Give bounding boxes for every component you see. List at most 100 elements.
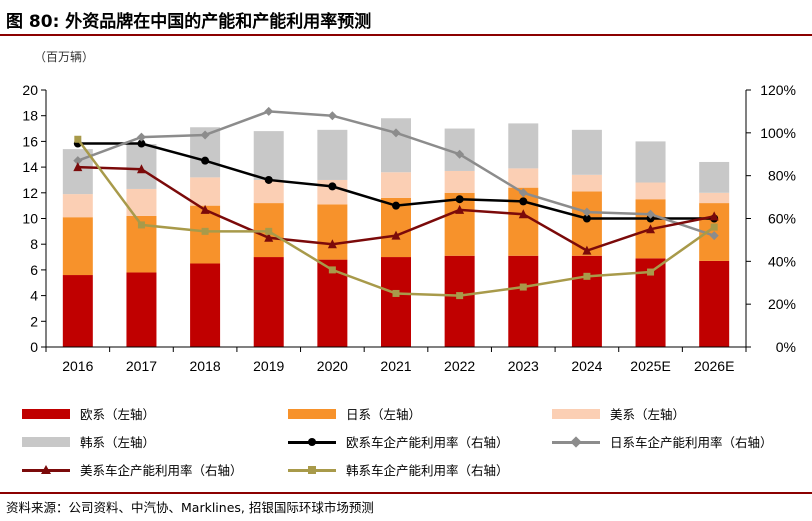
bar-us-2024 xyxy=(571,174,602,192)
legend-label-jp: 日系（左轴） xyxy=(346,407,422,422)
point-us_util-2021 xyxy=(391,230,401,240)
legend-item-eu-util: 欧系车企产能利用率（右轴） xyxy=(288,432,509,451)
unit-label: （百万辆） xyxy=(34,50,95,64)
bar-us-2016 xyxy=(62,194,93,218)
point-us_util-2025E xyxy=(646,224,656,234)
point-us_util-2018 xyxy=(200,204,210,214)
bar-us-2025E xyxy=(635,182,666,200)
left-tick-label: 0 xyxy=(30,339,38,355)
legend-label-eu: 欧系（左轴） xyxy=(80,407,156,422)
figure-title: 图 80: 外资品牌在中国的产能和产能利用率预测 xyxy=(6,12,372,32)
bar-jp-2016 xyxy=(62,217,93,276)
legend-item-us-util: 美系车企产能利用率（右轴） xyxy=(22,460,243,479)
legend-swatch-eu xyxy=(22,408,70,419)
x-tick-label: 2023 xyxy=(508,358,539,374)
x-tick-label: 2020 xyxy=(317,358,348,374)
legend-swatch-jp xyxy=(288,408,336,419)
point-jp_util-2025E xyxy=(646,209,656,219)
left-tick-label: 20 xyxy=(22,82,38,98)
x-tick-label: 2024 xyxy=(571,358,602,374)
point-us_util-2023 xyxy=(518,209,528,219)
legend-label-kr: 韩系（左轴） xyxy=(80,435,156,450)
title-bar: 图 80: 外资品牌在中国的产能和产能利用率预测 xyxy=(0,0,812,36)
point-us_util-2026E xyxy=(709,211,719,221)
legend-label-kr-util: 韩系车企产能利用率（右轴） xyxy=(346,463,509,478)
x-tick-label: 2022 xyxy=(444,358,475,374)
left-tick-label: 10 xyxy=(22,211,38,227)
point-eu_util-2021 xyxy=(392,201,400,210)
point-eu_util-2024 xyxy=(582,214,591,223)
point-kr_util-2019 xyxy=(265,227,273,235)
point-jp_util-2017 xyxy=(136,132,146,142)
bar-kr-2021 xyxy=(381,118,411,173)
bar-eu-2022 xyxy=(444,255,475,347)
bar-eu-2023 xyxy=(508,255,539,347)
point-eu_util-2017 xyxy=(137,139,146,148)
point-jp_util-2016 xyxy=(73,156,83,166)
right-tick-label: 120% xyxy=(760,82,796,98)
point-us_util-2020 xyxy=(327,239,337,249)
legend-swatch-us-util xyxy=(22,464,70,476)
point-jp_util-2020 xyxy=(327,111,337,121)
bar-eu-2026E xyxy=(699,260,730,347)
legend-item-jp-util: 日系车企产能利用率（右轴） xyxy=(552,432,773,451)
left-tick-label: 18 xyxy=(22,108,38,124)
point-jp_util-2019 xyxy=(264,106,274,116)
legend-item-kr: 韩系（左轴） xyxy=(22,432,155,451)
point-jp_util-2026E xyxy=(709,231,719,241)
bar-us-2018 xyxy=(190,177,221,206)
point-us_util-2022 xyxy=(455,204,465,214)
point-kr_util-2024 xyxy=(583,272,591,280)
legend-label-us-util: 美系车企产能利用率（右轴） xyxy=(80,463,243,478)
bar-us-2019 xyxy=(253,179,284,204)
point-eu_util-2023 xyxy=(519,197,528,206)
bar-eu-2024 xyxy=(571,255,602,347)
bar-jp-2022 xyxy=(444,192,475,256)
left-tick-label: 8 xyxy=(30,236,38,252)
point-eu_util-2022 xyxy=(455,195,464,204)
legend-item-kr-util: 韩系车企产能利用率（右轴） xyxy=(288,460,509,479)
point-us_util-2024 xyxy=(582,245,592,255)
right-tick-label: 100% xyxy=(760,125,796,141)
triangle-marker-icon xyxy=(41,464,51,474)
point-jp_util-2022 xyxy=(455,149,465,159)
left-tick-label: 16 xyxy=(22,133,38,149)
bar-eu-2017 xyxy=(126,272,157,347)
legend-item-us: 美系（左轴） xyxy=(552,404,685,423)
point-eu_util-2019 xyxy=(264,175,273,184)
point-kr_util-2025E xyxy=(647,268,655,276)
legend-label-eu-util: 欧系车企产能利用率（右轴） xyxy=(346,435,509,450)
bar-eu-2021 xyxy=(381,257,411,347)
bar-eu-2016 xyxy=(62,275,93,347)
bar-us-2022 xyxy=(444,170,475,193)
right-tick-label: 40% xyxy=(768,253,796,269)
left-tick-label: 2 xyxy=(30,313,38,329)
left-tick-label: 14 xyxy=(22,159,38,175)
point-jp_util-2023 xyxy=(518,188,528,198)
legend-label-jp-util: 日系车企产能利用率（右轴） xyxy=(610,435,773,450)
left-tick-label: 4 xyxy=(30,288,38,304)
legend: 欧系（左轴） 日系（左轴） 美系（左轴） 韩系（左轴） 欧系车企产能利用率（右轴… xyxy=(0,398,812,486)
source-note: 资料来源：公司资料、中汽协、Marklines, 招银国际环球市场预测 xyxy=(0,492,812,516)
point-kr_util-2022 xyxy=(456,292,464,300)
legend-item-jp: 日系（左轴） xyxy=(288,404,421,423)
right-tick-label: 80% xyxy=(768,168,796,184)
left-tick-label: 6 xyxy=(30,262,38,278)
x-tick-label: 2018 xyxy=(190,358,221,374)
legend-swatch-eu-util xyxy=(288,436,336,448)
point-kr_util-2018 xyxy=(201,227,209,235)
point-jp_util-2021 xyxy=(391,128,401,138)
right-tick-label: 60% xyxy=(768,211,796,227)
right-tick-label: 0% xyxy=(776,339,796,355)
point-kr_util-2021 xyxy=(392,289,400,297)
left-tick-label: 12 xyxy=(22,185,38,201)
legend-swatch-kr xyxy=(22,436,70,447)
bar-kr-2023 xyxy=(508,123,539,169)
right-tick-label: 20% xyxy=(768,296,796,312)
capacity-chart: 0 2 4 6 8 10 12 14 16 18 20 0% 20% 40% 60% 80% 100% 120% 2… xyxy=(22,82,796,374)
bar-kr-2024 xyxy=(571,129,602,175)
bar-kr-2020 xyxy=(317,129,348,180)
bar-kr-2026E xyxy=(699,161,730,193)
point-us_util-2016 xyxy=(73,162,83,172)
point-kr_util-2017 xyxy=(137,221,145,229)
